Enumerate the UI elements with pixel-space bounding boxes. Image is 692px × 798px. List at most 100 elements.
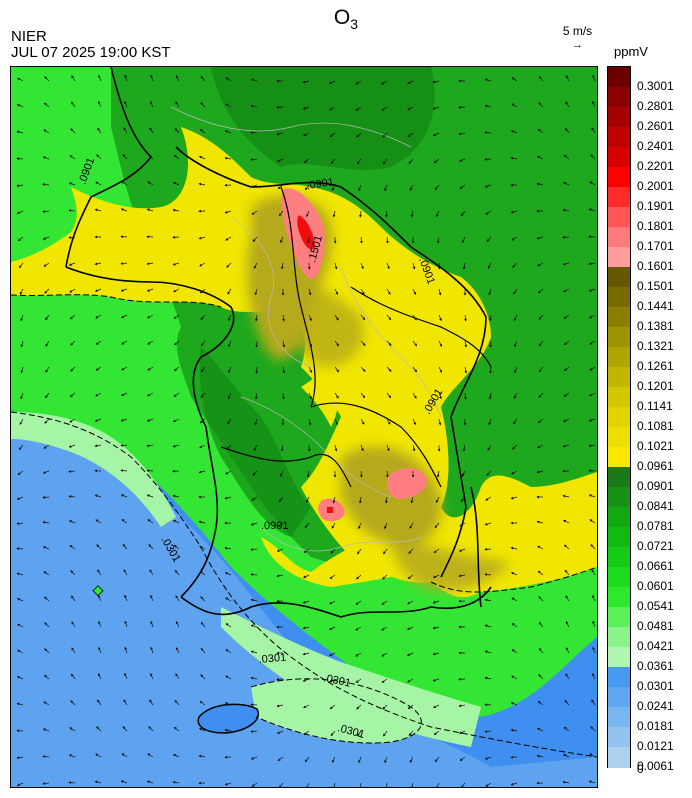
- wind-arrow: [536, 236, 544, 240]
- wind-arrow: [250, 184, 258, 188]
- wind-arrow: [334, 288, 338, 296]
- wind-arrow: [44, 622, 50, 628]
- wind-arrow: [146, 444, 154, 447]
- wind-arrow: [385, 470, 389, 478]
- wind-arrow: [250, 547, 258, 551]
- colorbar-swatch: [608, 507, 630, 528]
- wind-arrow: [329, 574, 336, 580]
- wind-arrow: [329, 106, 336, 111]
- colorbar-tick-label: 0.0241: [637, 699, 674, 713]
- wind-arrow: [173, 726, 180, 732]
- wind-arrow: [98, 74, 102, 82]
- wind-arrow: [438, 392, 442, 400]
- wind-arrow: [484, 104, 492, 108]
- wind-arrow: [356, 548, 362, 555]
- wind-arrow: [42, 546, 50, 550]
- wind-arrow: [120, 288, 128, 292]
- olive-center: [281, 284, 364, 367]
- wind-arrow: [173, 340, 180, 346]
- wind-arrow: [278, 210, 284, 217]
- colorbar-swatch: [608, 127, 630, 148]
- colorbar-swatch: [608, 747, 630, 768]
- wind-arrow: [563, 392, 570, 397]
- wind-arrow: [280, 444, 284, 452]
- wind-arrow: [304, 756, 310, 763]
- wind-arrow: [228, 314, 232, 322]
- wind-arrow: [434, 756, 440, 763]
- wind-arrow: [69, 314, 76, 320]
- wind-arrow: [304, 522, 310, 529]
- wind-arrow: [69, 392, 76, 398]
- wind-arrow: [564, 569, 570, 576]
- wind-arrow: [360, 340, 366, 346]
- wind-arrow: [200, 102, 206, 108]
- wind-arrow: [434, 522, 440, 529]
- wind-arrow: [148, 726, 154, 732]
- colorbar-swatch: [608, 667, 630, 688]
- island-outline: [197, 703, 260, 734]
- wind-arrow: [94, 288, 102, 292]
- wind-arrow: [538, 75, 544, 82]
- wind-arrow: [302, 574, 310, 578]
- wind-arrow: [146, 418, 154, 422]
- wind-arrow: [563, 544, 570, 550]
- wind-arrow: [227, 392, 232, 400]
- wind-arrow: [16, 756, 24, 760]
- wind-arrow: [302, 80, 310, 84]
- wind-arrow: [381, 626, 388, 631]
- colorbar-swatch: [608, 167, 630, 188]
- wind-arrow: [357, 730, 362, 737]
- wind-arrow: [250, 756, 258, 760]
- wind-arrow: [250, 104, 258, 108]
- colorbar-swatch: [608, 87, 630, 108]
- wind-arrow: [199, 418, 206, 424]
- wind-arrow: [96, 154, 102, 160]
- wind-arrow: [306, 782, 310, 787]
- wind-arrow: [334, 444, 338, 452]
- wind-arrow: [45, 340, 50, 347]
- wind-arrow: [17, 470, 24, 476]
- wind-arrow: [122, 726, 128, 732]
- wind-arrow: [121, 753, 128, 758]
- wind-arrow: [98, 646, 102, 654]
- wind-arrow: [360, 418, 365, 425]
- wind-arrow: [432, 574, 440, 578]
- wind-arrow: [302, 678, 310, 682]
- wind-vector-field: [16, 74, 596, 787]
- colorbar-swatch: [608, 407, 630, 428]
- wind-arrow: [360, 366, 366, 372]
- wind-arrow: [330, 730, 336, 737]
- colorbar-tick-label: 0.1701: [637, 239, 674, 253]
- wind-arrow: [412, 314, 417, 321]
- wind-arrow: [120, 235, 128, 239]
- wind-arrow: [68, 444, 76, 448]
- datetime-label: JUL 07 2025 19:00 KST: [11, 44, 171, 61]
- wind-arrow: [358, 184, 362, 192]
- wind-reference-label: 5 m/s: [562, 24, 593, 38]
- wind-arrow: [16, 157, 24, 161]
- wind-arrow: [120, 208, 128, 212]
- wind-arrow: [562, 444, 570, 448]
- wind-arrow: [147, 181, 154, 186]
- wind-arrow: [458, 704, 466, 708]
- wind-arrow: [20, 366, 24, 374]
- wind-arrow: [198, 155, 206, 160]
- colorbar-tick-label: 0.2001: [637, 179, 674, 193]
- wind-arrow: [173, 544, 180, 550]
- wind-arrow: [434, 184, 440, 191]
- wind-arrow: [17, 236, 24, 242]
- wind-arrow: [150, 646, 154, 654]
- wind-arrow: [225, 103, 232, 108]
- ozone-concentration-map[interactable]: .0901 .0901 .0901 .0901 .0901 .1501 .030…: [10, 66, 598, 788]
- wind-arrow: [412, 262, 416, 270]
- wind-arrow: [225, 597, 232, 602]
- wind-arrow: [68, 470, 76, 473]
- wind-arrow: [253, 262, 258, 269]
- wind-arrow: [485, 496, 492, 501]
- wind-arrow: [69, 418, 76, 423]
- wind-arrow: [42, 755, 50, 758]
- wind-arrow: [199, 444, 206, 449]
- wind-arrow: [17, 623, 24, 628]
- wind-arrow: [16, 702, 24, 706]
- wind-arrow: [124, 74, 128, 82]
